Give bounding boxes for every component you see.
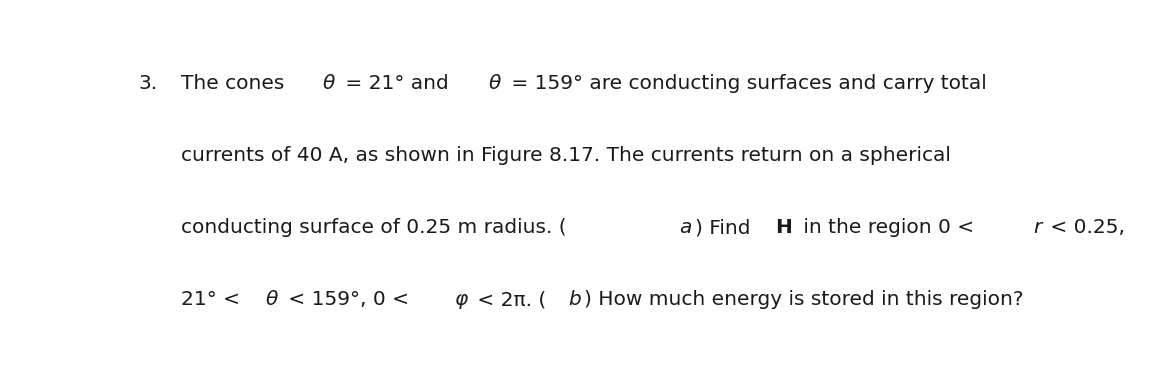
Text: 21° <: 21° < xyxy=(181,290,247,309)
Text: θ: θ xyxy=(266,290,278,309)
Text: ) Find: ) Find xyxy=(695,218,757,237)
Text: in the region 0 <: in the region 0 < xyxy=(797,218,980,237)
Text: b: b xyxy=(567,290,580,309)
Text: The cones: The cones xyxy=(181,74,291,93)
Text: ) How much energy is stored in this region?: ) How much energy is stored in this regi… xyxy=(584,290,1024,309)
Text: < 159°, 0 <: < 159°, 0 < xyxy=(282,290,415,309)
Text: conducting surface of 0.25 m radius. (: conducting surface of 0.25 m radius. ( xyxy=(181,218,567,237)
Text: H: H xyxy=(775,218,792,237)
Text: < 0.25,: < 0.25, xyxy=(1044,218,1124,237)
Text: a: a xyxy=(679,218,691,237)
Text: θ: θ xyxy=(489,74,501,93)
Text: = 21° and: = 21° and xyxy=(339,74,455,93)
Text: = 159° are conducting surfaces and carry total: = 159° are conducting surfaces and carry… xyxy=(504,74,986,93)
Text: r: r xyxy=(1033,218,1041,237)
Text: currents of 40 A, as shown in Figure 8.17. The currents return on a spherical: currents of 40 A, as shown in Figure 8.1… xyxy=(181,146,951,165)
Text: φ: φ xyxy=(454,290,467,309)
Text: 3.: 3. xyxy=(138,74,157,93)
Text: θ: θ xyxy=(323,74,336,93)
Text: < 2π. (: < 2π. ( xyxy=(470,290,546,309)
